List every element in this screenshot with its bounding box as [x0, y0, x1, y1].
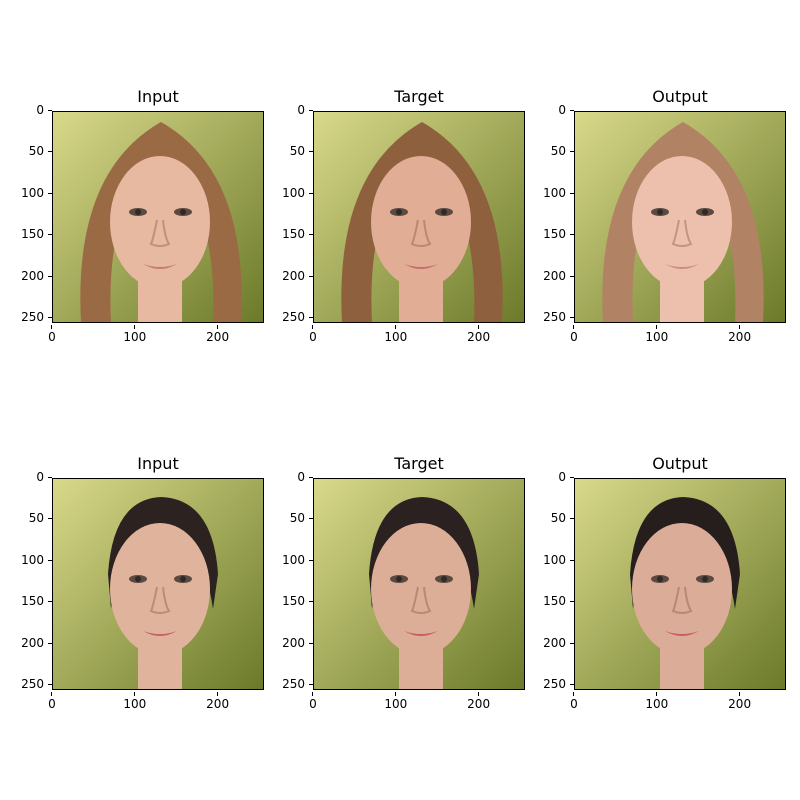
x-tick-label: 200	[720, 325, 760, 344]
y-tick-label: 250	[536, 310, 574, 324]
x-tick-label: 0	[293, 325, 333, 344]
image-panel: Input 0 50 100 150 200 250 0 100 200	[21, 454, 264, 711]
panel-title: Input	[137, 454, 179, 473]
x-tick-label: 200	[198, 325, 238, 344]
panel-title: Target	[394, 454, 444, 473]
panel-title: Output	[652, 454, 708, 473]
y-tick-label: 0	[536, 470, 574, 484]
y-tick-label: 250	[275, 677, 313, 691]
y-tick-label: 0	[14, 103, 52, 117]
y-tick-label: 100	[14, 553, 52, 567]
y-tick-label: 150	[536, 594, 574, 608]
face-image	[52, 111, 264, 323]
panel-title: Output	[652, 87, 708, 106]
x-tick-label: 200	[459, 692, 499, 711]
face-image	[313, 478, 525, 690]
y-tick-label: 250	[275, 310, 313, 324]
y-tick-label: 100	[536, 186, 574, 200]
y-tick-label: 250	[14, 310, 52, 324]
y-tick-label: 100	[275, 186, 313, 200]
y-tick-label: 250	[536, 677, 574, 691]
x-tick-label: 100	[376, 692, 416, 711]
image-panel: Target 0 50 100 150 200 250 0 100 200	[282, 87, 525, 344]
x-tick-label: 0	[293, 692, 333, 711]
y-tick-label: 150	[275, 227, 313, 241]
y-tick-label: 50	[275, 511, 313, 525]
y-tick-label: 100	[14, 186, 52, 200]
x-tick-label: 100	[376, 325, 416, 344]
x-tick-label: 0	[554, 692, 594, 711]
x-tick-label: 0	[554, 325, 594, 344]
y-tick-label: 150	[14, 227, 52, 241]
y-tick-label: 0	[14, 470, 52, 484]
y-tick-label: 50	[536, 144, 574, 158]
panel-title: Target	[394, 87, 444, 106]
y-tick-label: 200	[536, 269, 574, 283]
face-image	[313, 111, 525, 323]
face-image	[52, 478, 264, 690]
image-panel: Output 0 50 100 150 200 250 0 100 200	[543, 454, 786, 711]
x-tick-label: 100	[115, 325, 155, 344]
x-tick-label: 0	[32, 325, 72, 344]
x-tick-label: 0	[32, 692, 72, 711]
y-tick-label: 50	[14, 144, 52, 158]
y-tick-label: 150	[275, 594, 313, 608]
face-image	[574, 478, 786, 690]
y-tick-label: 0	[275, 103, 313, 117]
x-tick-label: 100	[637, 325, 677, 344]
image-panel: Target 0 50 100 150 200 250 0 100 200	[282, 454, 525, 711]
y-tick-label: 200	[536, 636, 574, 650]
y-tick-label: 50	[14, 511, 52, 525]
y-tick-label: 250	[14, 677, 52, 691]
panel-title: Input	[137, 87, 179, 106]
x-tick-label: 100	[115, 692, 155, 711]
y-tick-label: 100	[275, 553, 313, 567]
y-tick-label: 50	[275, 144, 313, 158]
y-tick-label: 200	[14, 636, 52, 650]
x-tick-label: 200	[720, 692, 760, 711]
x-tick-label: 200	[198, 692, 238, 711]
x-tick-label: 100	[637, 692, 677, 711]
y-tick-label: 0	[536, 103, 574, 117]
image-panel: Output 0 50 100 150 200 250 0 100 200	[543, 87, 786, 344]
image-panel: Input 0 50 100 150 200 250 0 100 200	[21, 87, 264, 344]
y-tick-label: 100	[536, 553, 574, 567]
y-tick-label: 150	[536, 227, 574, 241]
y-tick-label: 200	[275, 636, 313, 650]
y-tick-label: 150	[14, 594, 52, 608]
x-tick-label: 200	[459, 325, 499, 344]
y-tick-label: 200	[275, 269, 313, 283]
y-tick-label: 200	[14, 269, 52, 283]
face-image	[574, 111, 786, 323]
y-tick-label: 50	[536, 511, 574, 525]
y-tick-label: 0	[275, 470, 313, 484]
